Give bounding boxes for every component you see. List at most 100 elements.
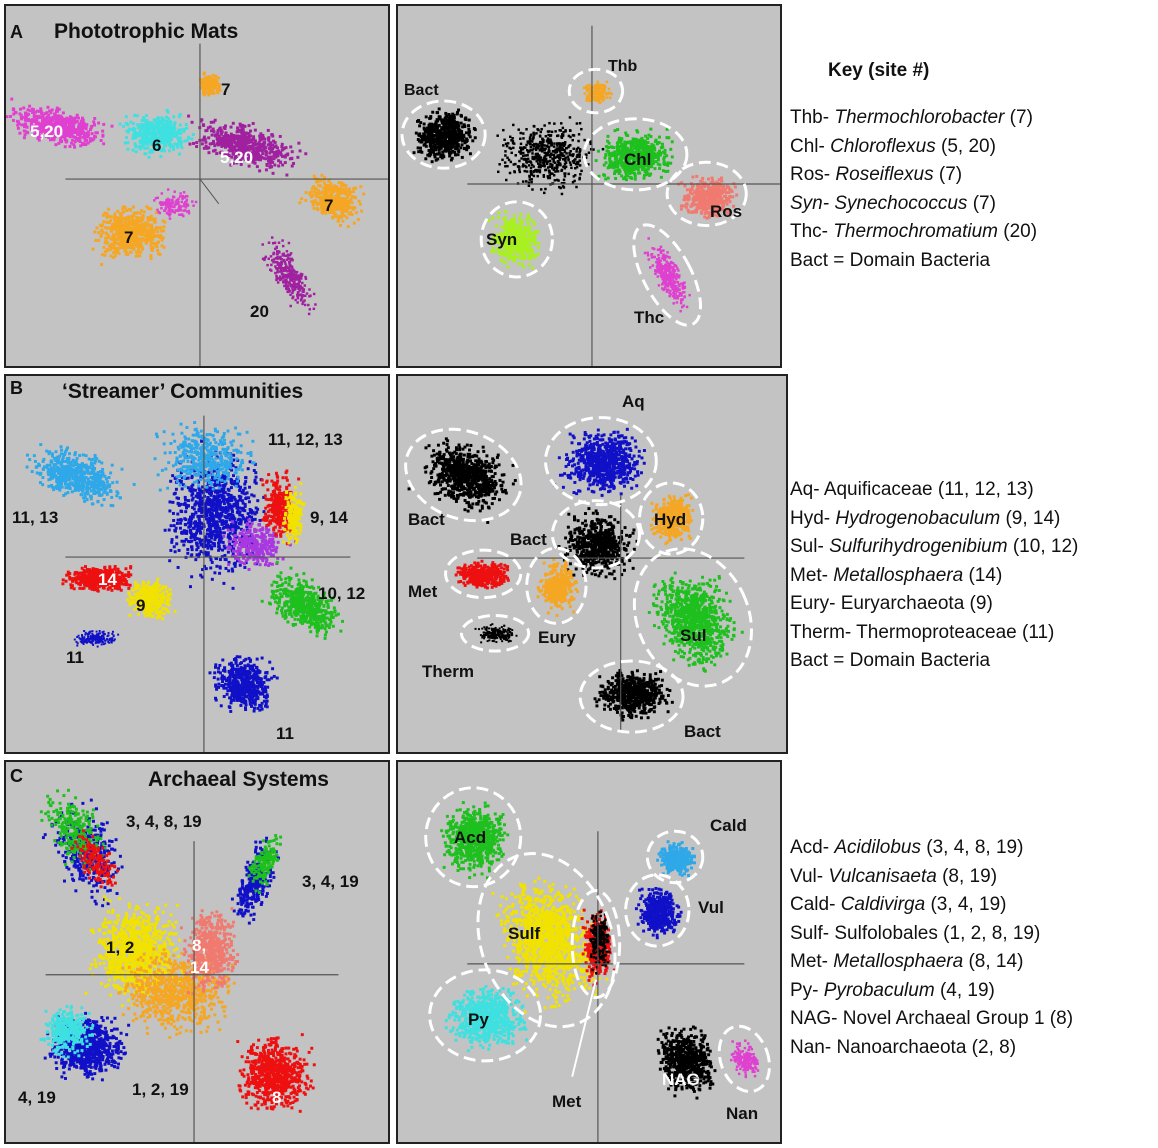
key-c: Acd- Acidilobus (3, 4, 8, 19) Vul- Vulcan… xyxy=(790,834,1073,1062)
cluster-yellow-9 xyxy=(126,577,177,621)
key-b-entry-4: Met- Metallosphaera (14) xyxy=(790,562,1078,591)
cluster-acd xyxy=(440,801,510,880)
key-sites: (9) xyxy=(964,593,993,614)
cluster-bact-1 xyxy=(407,437,517,524)
key-name: Aquificaceae xyxy=(824,479,933,500)
panel-c-right: Acd Cald Vul Sulf Py NAG Met Nan xyxy=(396,760,782,1144)
key-sites: (14) xyxy=(963,565,1002,586)
cluster-orange-7-top xyxy=(198,71,222,97)
b-right-label-aq: Aq xyxy=(622,392,645,412)
key-sites: (7) xyxy=(1004,107,1033,128)
a-right-label-ros: Ros xyxy=(710,202,742,222)
key-abbr: NAG- xyxy=(790,1008,843,1029)
cluster-nag xyxy=(656,1025,717,1100)
key-b: Aq- Aquificaceae (11, 12, 13) Hyd- Hydrog… xyxy=(790,476,1078,676)
cluster-magenta-5-20 xyxy=(6,97,114,149)
key-sites: (10, 12) xyxy=(1008,536,1079,557)
cluster-therm xyxy=(474,623,518,644)
b-left-label-7: 11 xyxy=(66,648,84,668)
key-b-entry-6: Therm- Thermoproteaceae (11) xyxy=(790,619,1078,648)
key-abbr: Cald- xyxy=(790,894,841,915)
key-abbr: Sulf- xyxy=(790,923,834,944)
a-left-label-7: 20 xyxy=(250,302,269,322)
cluster-green-10-12 xyxy=(260,560,345,640)
c-left-label-4: 8, xyxy=(192,936,206,956)
key-abbr: Eury- xyxy=(790,593,841,614)
b-right-label-bact3: Bact xyxy=(684,722,721,742)
key-abbr: Aq- xyxy=(790,479,824,500)
c-right-label-nan: Nan xyxy=(726,1104,758,1124)
panel-a-left: A Phototrophic Mats 7 5,20 6 5,20 7 7 20 xyxy=(4,4,390,368)
a-right-label-thc: Thc xyxy=(634,308,664,328)
cluster-thc xyxy=(643,237,691,313)
key-name: Pyrobaculum xyxy=(824,980,935,1001)
b-right-label-met: Met xyxy=(408,582,437,602)
a-right-label-bact: Bact xyxy=(404,82,439,100)
a-left-label-3: 6 xyxy=(152,136,161,156)
key-name: Acidilobus xyxy=(834,837,921,858)
panel-b-letter: B xyxy=(10,378,23,399)
panel-c-letter: C xyxy=(10,766,23,787)
key-sites: (8, 19) xyxy=(937,866,997,887)
key-sites: (2, 8) xyxy=(966,1037,1016,1058)
key-name: Thermoproteaceae xyxy=(856,622,1017,643)
cluster-lightblue-top xyxy=(153,421,256,492)
key-c-entry-4: Sulf- Sulfolobales (1, 2, 8, 19) xyxy=(790,920,1073,949)
cluster-bact xyxy=(412,107,477,164)
b-right-label-therm: Therm xyxy=(422,662,474,682)
a-left-label-5: 7 xyxy=(324,196,333,216)
cluster-green-3-4-19 xyxy=(247,834,283,895)
key-abbr: Chl- xyxy=(790,136,830,157)
cluster-orange-7-left xyxy=(91,205,167,267)
key-abbr: Thb- xyxy=(790,107,834,128)
key-sites: (8, 14) xyxy=(963,951,1023,972)
b-right-label-hyd: Hyd xyxy=(654,510,686,530)
panel-b-right: Aq Bact Hyd Bact Met Eury Sul Therm Bact xyxy=(396,374,788,754)
key-b-entry-2: Hyd- Hydrogenobaculum (9, 14) xyxy=(790,505,1078,534)
c-left-label-1: 3, 4, 8, 19 xyxy=(126,812,202,832)
key-name: Novel Archaeal Group 1 xyxy=(843,1008,1045,1029)
key-name: Domain Bacteria xyxy=(850,650,990,671)
c-left-label-3: 1, 2 xyxy=(106,938,134,958)
c-right-label-acd: Acd xyxy=(454,828,486,848)
c-right-label-py: Py xyxy=(468,1010,489,1030)
a-right-label-chl: Chl xyxy=(624,150,651,170)
key-abbr: Sul- xyxy=(790,536,829,557)
key-abbr: Bact = xyxy=(790,650,850,671)
cluster-purple-20 xyxy=(261,236,317,316)
b-right-label-eury: Eury xyxy=(538,628,576,648)
key-name: Domain Bacteria xyxy=(850,250,990,271)
key-name: Nanoarchaeota xyxy=(836,1037,966,1058)
b-left-label-2: 11, 13 xyxy=(12,508,58,528)
panel-a-right-plot xyxy=(400,25,780,366)
key-b-entry-5: Eury- Euryarchaeota (9) xyxy=(790,590,1078,619)
key-abbr: Met- xyxy=(790,951,833,972)
cluster-aq xyxy=(553,427,646,497)
b-right-label-sul: Sul xyxy=(680,626,706,646)
a-left-label-1: 7 xyxy=(221,80,230,100)
key-sites: (3, 4, 8, 19) xyxy=(921,837,1023,858)
panel-b-title: ‘Streamer’ Communities xyxy=(62,380,303,404)
key-abbr: Vul- xyxy=(790,866,828,887)
key-sites: (8) xyxy=(1045,1008,1073,1029)
b-right-label-bact1: Bact xyxy=(408,510,445,530)
key-a-entry-3: Ros- Roseiflexus (7) xyxy=(790,161,1037,190)
key-name: Thermochromatium xyxy=(833,221,998,242)
c-right-label-sulf: Sulf xyxy=(508,924,540,944)
key-a-entry-2: Chl- Chloroflexus (5, 20) xyxy=(790,133,1037,162)
key-sites: (9, 14) xyxy=(1000,508,1060,529)
panel-b-right-plot xyxy=(404,416,753,734)
panel-a-left-plot xyxy=(6,43,388,366)
key-abbr: Nan- xyxy=(790,1037,836,1058)
cluster-sul xyxy=(647,571,744,673)
c-left-label-2: 3, 4, 19 xyxy=(302,872,359,892)
key-a-entry-1: Thb- Thermochlorobacter (7) xyxy=(790,104,1037,133)
b-left-label-1: 11, 12, 13 xyxy=(268,430,343,450)
key-name: Metallosphaera xyxy=(833,951,963,972)
b-left-label-8: 11 xyxy=(276,724,294,744)
key-abbr: Ros- xyxy=(790,164,835,185)
key-abbr: Hyd- xyxy=(790,508,835,529)
key-a: Thb- Thermochlorobacter (7) Chl- Chlorofl… xyxy=(790,104,1037,275)
c-right-label-met: Met xyxy=(552,1092,581,1112)
key-name: Caldivirga xyxy=(841,894,925,915)
